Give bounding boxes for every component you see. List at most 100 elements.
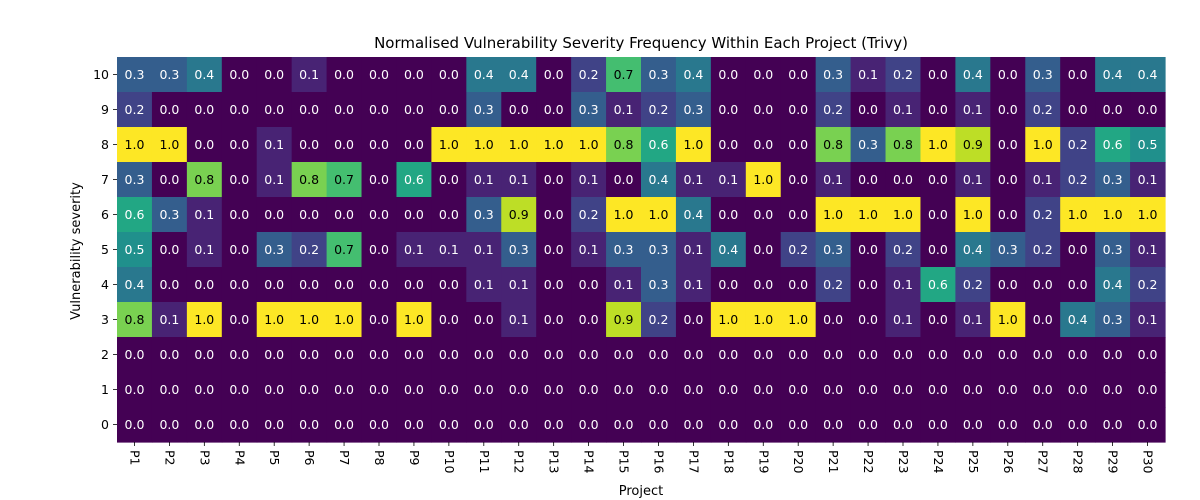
cell-value-label: 0.0 <box>544 242 564 257</box>
cell-value-label: 0.0 <box>439 172 459 187</box>
heatmap-cell <box>151 162 188 198</box>
cell-value-label: 0.3 <box>509 242 529 257</box>
cell-value-label: 0.4 <box>683 207 703 222</box>
x-tick-label: P8 <box>372 450 387 466</box>
cell-value-label: 0.0 <box>1033 312 1053 327</box>
cell-value-label: 0.0 <box>229 347 249 362</box>
heatmap-cell <box>501 302 537 338</box>
cell-value-label: 0.0 <box>229 172 249 187</box>
cell-value-label: 0.0 <box>299 347 319 362</box>
x-tick-label: P14 <box>582 450 597 473</box>
y-tick-label: 1 <box>101 382 109 397</box>
cell-value-label: 0.0 <box>858 102 878 117</box>
cell-value-label: 0.0 <box>753 102 773 117</box>
heatmap-cell <box>1130 407 1166 443</box>
cell-value-label: 0.0 <box>718 417 738 432</box>
cell-value-label: 0.0 <box>614 417 634 432</box>
heatmap-cell <box>361 302 398 338</box>
cell-value-label: 0.3 <box>125 172 145 187</box>
heatmap-cell <box>1130 337 1166 373</box>
cell-value-label: 0.0 <box>509 102 529 117</box>
cell-value-label: 0.0 <box>299 207 319 222</box>
heatmap-cell <box>256 57 293 93</box>
heatmap-cell <box>326 407 363 443</box>
cell-value-label: 0.0 <box>788 172 808 187</box>
heatmap-cell <box>850 232 887 268</box>
cell-value-label: 0.2 <box>649 312 669 327</box>
cell-value-label: 0.0 <box>753 242 773 257</box>
heatmap-cell <box>815 267 852 303</box>
cell-value-label: 0.0 <box>229 102 249 117</box>
cell-value-label: 0.2 <box>893 242 913 257</box>
cell-value-label: 0.4 <box>649 172 669 187</box>
cell-value-label: 0.4 <box>125 277 145 292</box>
cell-value-label: 1.0 <box>264 312 284 327</box>
cell-value-label: 0.0 <box>998 137 1018 152</box>
cell-value-label: 0.1 <box>893 312 913 327</box>
heatmap-cell <box>1025 267 1061 303</box>
cell-value-label: 0.9 <box>614 312 634 327</box>
cell-value-label: 0.0 <box>404 347 424 362</box>
cell-value-label: 0.0 <box>404 67 424 82</box>
cell-value-label: 0.0 <box>229 67 249 82</box>
heatmap-cell <box>361 267 398 303</box>
heatmap-cell <box>256 162 293 198</box>
heatmap-cell <box>291 127 328 163</box>
cell-value-label: 0.8 <box>299 172 319 187</box>
heatmap-cell <box>151 372 188 408</box>
heatmap-cell <box>1025 162 1061 198</box>
heatmap-cell <box>466 232 502 268</box>
cell-value-label: 0.0 <box>194 102 214 117</box>
heatmap-cell <box>1060 232 1096 268</box>
x-axis-label: Project <box>619 484 663 499</box>
heatmap-cell <box>780 372 817 408</box>
heatmap-cell <box>885 57 922 93</box>
cell-value-label: 0.0 <box>998 172 1018 187</box>
heatmap-cell <box>117 162 153 198</box>
heatmap-cell <box>885 92 922 128</box>
heatmap-cell <box>675 337 712 373</box>
cell-value-label: 0.0 <box>1138 417 1158 432</box>
cell-value-label: 0.0 <box>823 417 843 432</box>
x-tick-label: P13 <box>547 450 562 473</box>
heatmap-cell <box>291 372 328 408</box>
cell-value-label: 0.1 <box>509 172 529 187</box>
x-tick-label: P24 <box>931 450 946 473</box>
x-tick-label: P7 <box>337 450 352 466</box>
cell-value-label: 0.0 <box>404 277 424 292</box>
heatmap-cell <box>501 162 537 198</box>
heatmap-cell <box>1095 267 1131 303</box>
cell-value-label: 0.3 <box>1103 242 1123 257</box>
cell-value-label: 0.0 <box>718 67 738 82</box>
cell-value-label: 1.0 <box>509 137 529 152</box>
heatmap-cell <box>745 302 782 338</box>
cell-value-label: 0.1 <box>963 312 983 327</box>
cell-value-label: 0.0 <box>1138 382 1158 397</box>
heatmap-cell <box>710 407 747 443</box>
cell-value-label: 0.0 <box>159 102 179 117</box>
cell-value-label: 0.0 <box>614 172 634 187</box>
heatmap-cell <box>850 57 887 93</box>
cell-value-label: 0.4 <box>1103 67 1123 82</box>
cell-value-label: 0.0 <box>404 417 424 432</box>
cell-value-label: 0.0 <box>194 417 214 432</box>
heatmap-cell <box>641 127 677 163</box>
heatmap-cell <box>815 162 852 198</box>
heatmap-cell <box>571 127 607 163</box>
cell-value-label: 0.0 <box>404 137 424 152</box>
heatmap-cell <box>885 127 922 163</box>
cell-value-label: 0.3 <box>474 207 494 222</box>
heatmap-cell <box>466 337 502 373</box>
cell-value-label: 0.4 <box>194 67 214 82</box>
heatmap-cell <box>815 232 852 268</box>
cell-value-label: 0.0 <box>334 382 354 397</box>
heatmap-cell <box>885 302 922 338</box>
cell-value-label: 0.0 <box>299 277 319 292</box>
x-tick-label: P6 <box>302 450 317 466</box>
cell-value-label: 0.0 <box>823 347 843 362</box>
cell-value-label: 0.0 <box>1068 67 1088 82</box>
cell-value-label: 0.0 <box>369 67 389 82</box>
cell-value-label: 0.0 <box>544 417 564 432</box>
cell-value-label: 0.0 <box>579 347 599 362</box>
